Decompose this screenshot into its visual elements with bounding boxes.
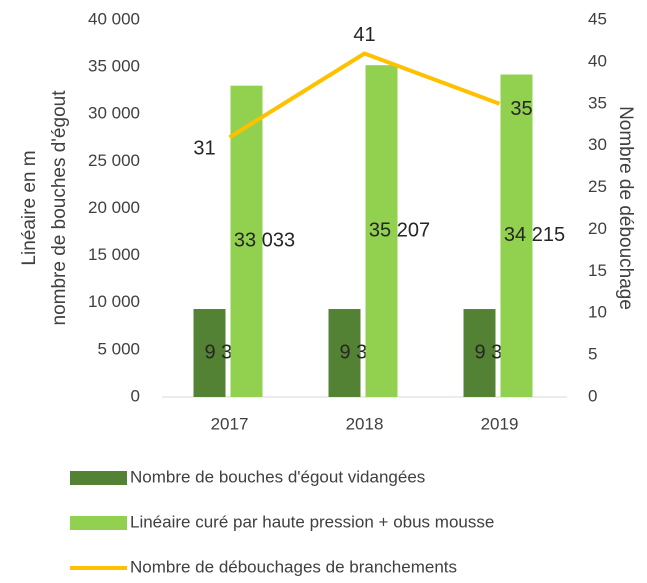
y-tick-label: 20 000: [88, 198, 140, 217]
y2-tick-label: 35: [588, 93, 607, 112]
x-tick-label: 2017: [211, 414, 249, 433]
bar: [230, 85, 263, 398]
y2-tick-label: 40: [588, 51, 607, 70]
data-label: 35: [510, 98, 532, 120]
data-label: 34 215: [504, 224, 565, 246]
y-tick-label: 10 000: [88, 292, 140, 311]
y-axis-label: Linéaire en m: [19, 150, 40, 265]
data-label: 33 033: [234, 230, 295, 252]
y2-tick-label: 45: [588, 9, 607, 28]
y-tick-label: 15 000: [88, 245, 140, 264]
data-label: 35 207: [369, 219, 430, 241]
y-axis-label: nombre de bouches d'égout: [49, 90, 70, 326]
legend-label: Nombre de bouches d'égout vidangées: [130, 467, 425, 486]
y2-tick-label: 5: [588, 345, 597, 364]
bar: [365, 65, 398, 398]
x-tick-label: 2018: [346, 414, 384, 433]
x-tick-label: 2019: [481, 414, 519, 433]
y-tick-label: 25 000: [88, 151, 140, 170]
y-tick-label: 5 000: [97, 339, 140, 358]
y2-tick-label: 25: [588, 177, 607, 196]
y2-tick-label: 20: [588, 219, 607, 238]
y2-axis-label: Nombre de débouchage: [615, 106, 636, 310]
data-label: 31: [193, 138, 215, 160]
y2-tick-label: 15: [588, 261, 607, 280]
data-label: 41: [353, 24, 375, 46]
y2-tick-label: 30: [588, 135, 607, 154]
line: [228, 51, 501, 139]
y-tick-label: 40 000: [88, 9, 140, 28]
y-tick-label: 0: [131, 386, 140, 405]
legend-swatch: [70, 516, 127, 530]
bar: [328, 309, 361, 397]
y2-tick-label: 0: [588, 386, 597, 405]
bar: [463, 309, 496, 397]
legend-label: Linéaire curé par haute pression + obus …: [130, 512, 494, 531]
bar: [193, 309, 226, 397]
bar: [500, 74, 533, 398]
y-tick-label: 35 000: [88, 57, 140, 76]
legend-label: Nombre de débouchages de branchements: [130, 557, 457, 576]
legend-swatch: [70, 471, 127, 485]
y-tick-label: 30 000: [88, 104, 140, 123]
y2-tick-label: 10: [588, 303, 607, 322]
